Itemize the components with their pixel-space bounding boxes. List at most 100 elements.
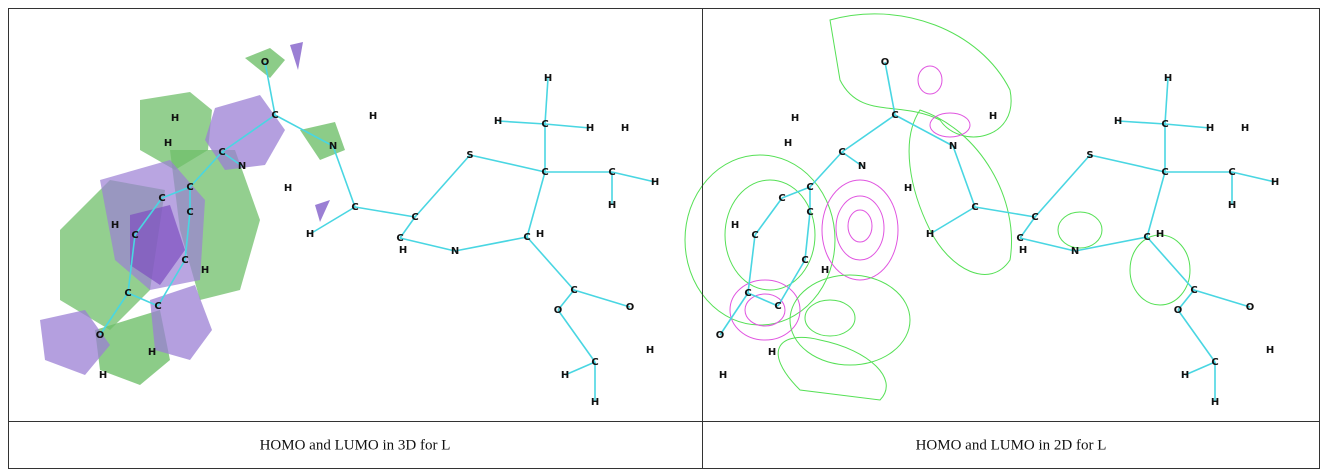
atom-label: C [186, 207, 193, 218]
bond [1165, 124, 1210, 128]
atom-label: H [1181, 370, 1189, 381]
atom-label: C [186, 182, 193, 193]
bond [1147, 237, 1194, 290]
atom-label: C [351, 202, 358, 213]
atom-label: H [1114, 116, 1122, 127]
atom-label: H [306, 229, 314, 240]
atom-label: C [778, 193, 785, 204]
atom-label: H [989, 111, 997, 122]
bond [885, 62, 895, 115]
bond [498, 121, 545, 124]
bond [1035, 155, 1090, 217]
bond [415, 155, 470, 217]
atom-label: C [541, 167, 548, 178]
homo-lumo-2d-contours [685, 14, 1190, 400]
atom-label: C [1161, 167, 1168, 178]
atom-label: H [608, 200, 616, 211]
atom-label: C [751, 230, 758, 241]
atom-label: H [1211, 397, 1219, 408]
bond [748, 235, 755, 293]
atom-label: N [329, 141, 337, 152]
atom-label: C [1228, 167, 1235, 178]
bond [1118, 121, 1165, 124]
atom-label: H [821, 265, 829, 276]
bond [805, 212, 810, 260]
bond [930, 207, 975, 234]
atom-label: C [1143, 232, 1150, 243]
atom-label: C [591, 357, 598, 368]
atom-label: O [1174, 305, 1183, 316]
atom-label: C [774, 301, 781, 312]
atom-label: C [523, 232, 530, 243]
atom-label: O [626, 302, 635, 313]
atom-label: C [608, 167, 615, 178]
atom-label: O [261, 57, 270, 68]
bond [527, 172, 545, 237]
bond [1178, 310, 1215, 362]
atom-label: C [570, 285, 577, 296]
atom-label: H [1266, 345, 1274, 356]
bond [455, 237, 527, 251]
bond [1090, 155, 1165, 172]
bond [1194, 290, 1250, 307]
bond [842, 115, 895, 152]
atom-label: H [369, 111, 377, 122]
atom-label: C [271, 110, 278, 121]
atom-label: H [1228, 200, 1236, 211]
atom-label: H [201, 265, 209, 276]
atom-label: H [111, 220, 119, 231]
atom-label: S [1086, 150, 1093, 161]
bond [574, 290, 630, 307]
bond [333, 146, 355, 207]
atom-label: H [1241, 123, 1249, 134]
atom-label: S [466, 150, 473, 161]
atom-label: C [158, 193, 165, 204]
bond [975, 207, 1035, 217]
atom-label: H [646, 345, 654, 356]
atom-label: H [1019, 245, 1027, 256]
atom-label: C [411, 212, 418, 223]
caption: HOMO and LUMO in 2D for L [916, 437, 1107, 453]
bond [810, 152, 842, 187]
atom-label: C [1031, 212, 1038, 223]
bond [1232, 172, 1275, 182]
atom-label: H [1271, 177, 1279, 188]
bond [470, 155, 545, 172]
atom-label: H [1206, 123, 1214, 134]
atom-label: H [651, 177, 659, 188]
atom-label: C [891, 110, 898, 121]
atom-label: C [1211, 357, 1218, 368]
atom-label: H [148, 347, 156, 358]
atom-label: C [806, 207, 813, 218]
bond [778, 260, 805, 306]
figure: OCHNHHCNHSCHHHHCCHHCCCHNCHHCCCHCCHCCOHHC… [0, 0, 1328, 469]
atom-label: H [731, 220, 739, 231]
atom-label: H [591, 397, 599, 408]
atom-label: H [536, 229, 544, 240]
caption: HOMO and LUMO in 3D for L [260, 437, 451, 453]
atom-label: H [399, 245, 407, 256]
atom-label: H [284, 183, 292, 194]
bond [720, 293, 748, 335]
atom-label: N [451, 246, 459, 257]
atom-label: H [719, 370, 727, 381]
atom-label: C [806, 182, 813, 193]
atom-label: O [96, 330, 105, 341]
atom-label: C [838, 147, 845, 158]
bond [558, 310, 595, 362]
atom-label: H [586, 123, 594, 134]
atom-label: O [881, 57, 890, 68]
bond [355, 207, 415, 217]
atom-label: N [238, 161, 246, 172]
bond [953, 146, 975, 207]
atom-label: H [164, 138, 172, 149]
atom-label: H [494, 116, 502, 127]
atom-label: C [181, 255, 188, 266]
atom-label: H [99, 370, 107, 381]
atom-label: O [554, 305, 563, 316]
atom-label: C [744, 288, 751, 299]
atom-label: H [791, 113, 799, 124]
atom-label: C [131, 230, 138, 241]
atom-label: H [768, 347, 776, 358]
atom-label: C [971, 202, 978, 213]
